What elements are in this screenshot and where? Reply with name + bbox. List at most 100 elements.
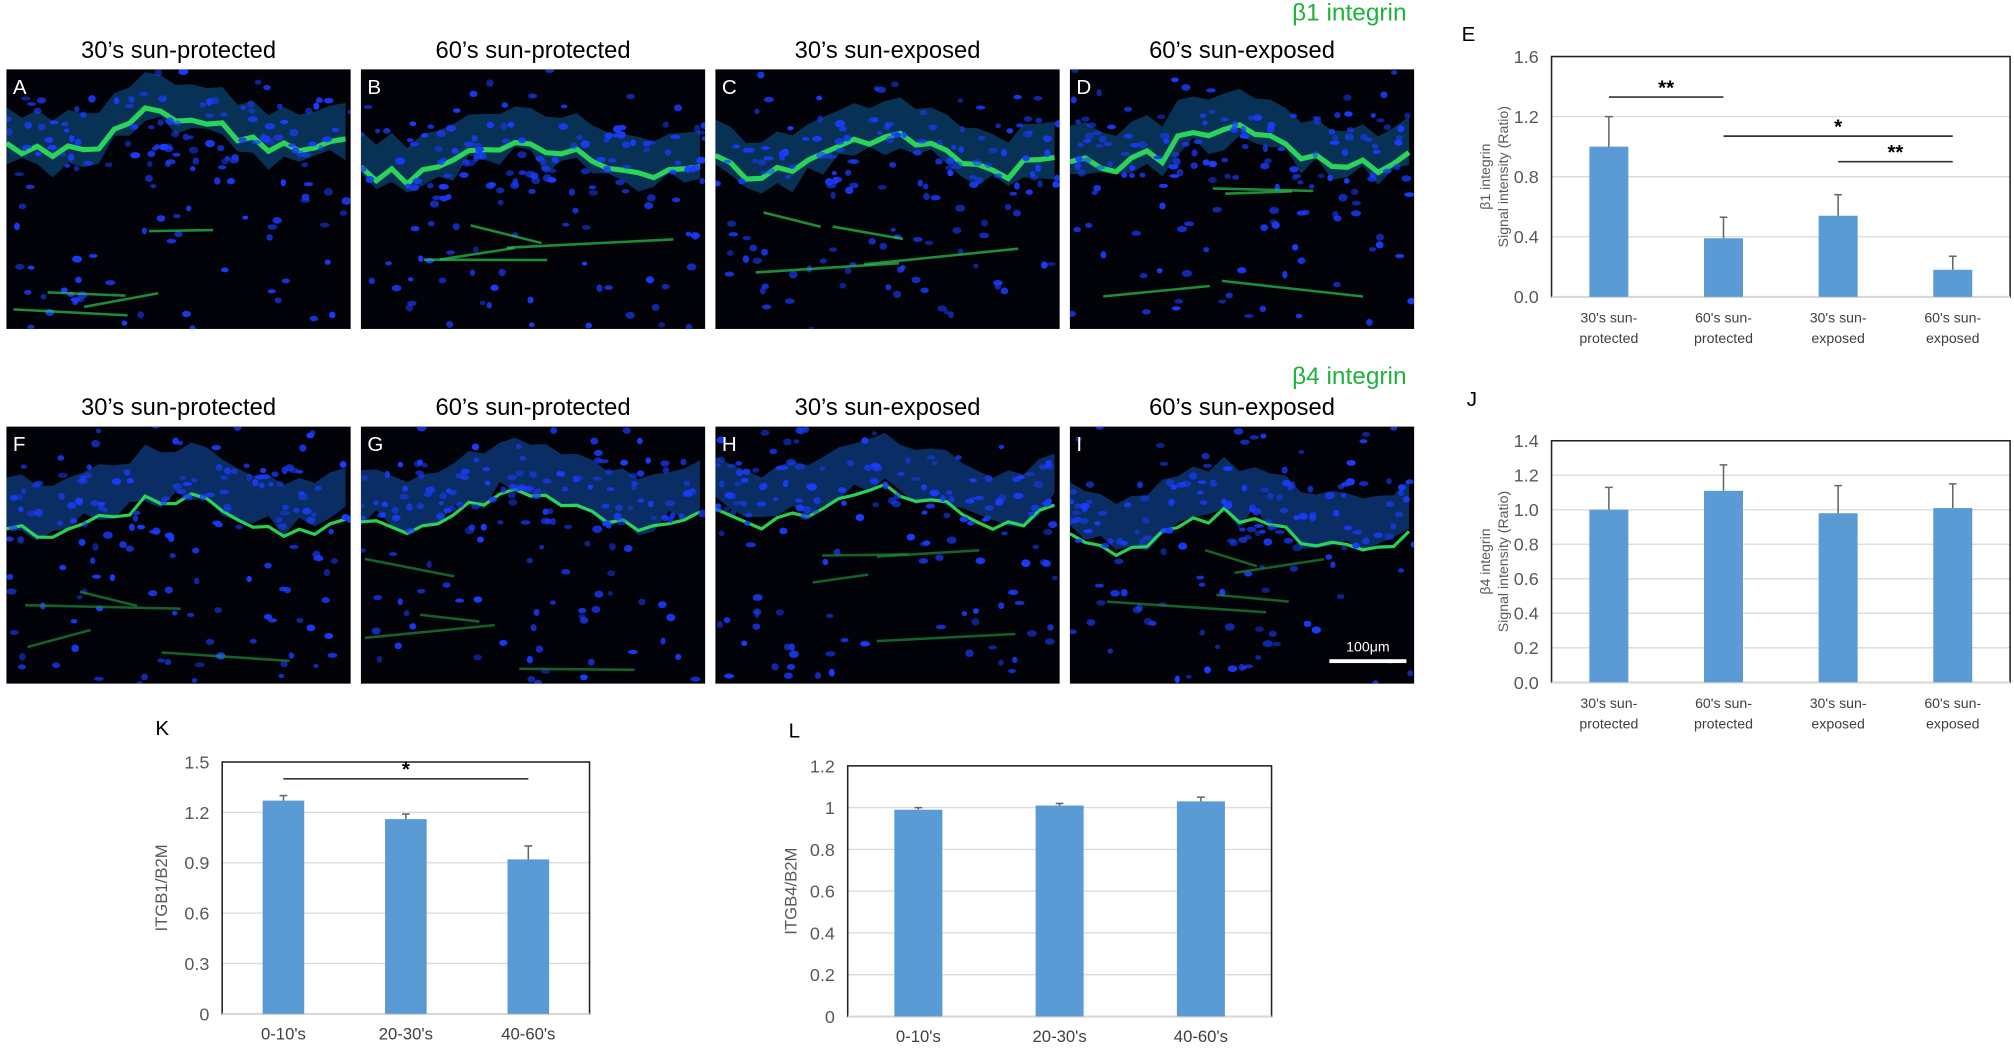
- nucleus: [975, 105, 986, 110]
- nucleus: [88, 253, 98, 258]
- vessel-stain: [83, 292, 159, 309]
- nucleus: [1209, 479, 1218, 487]
- nucleus: [1293, 514, 1301, 521]
- nucleus: [44, 136, 54, 143]
- nucleus: [397, 461, 404, 468]
- nucleus: [313, 555, 324, 562]
- nucleus: [520, 520, 531, 525]
- nucleus: [579, 674, 588, 681]
- nucleus: [604, 132, 613, 140]
- nucleus: [123, 469, 131, 476]
- nucleus: [833, 548, 841, 556]
- nucleus: [74, 105, 80, 112]
- nucleus: [460, 474, 470, 481]
- nucleus: [231, 468, 238, 474]
- nucleus: [526, 557, 534, 564]
- nucleus: [1275, 494, 1283, 501]
- nucleus: [407, 277, 414, 282]
- nucleus: [787, 125, 794, 131]
- nucleus: [1380, 91, 1388, 99]
- nucleus: [1404, 192, 1415, 197]
- nucleus: [1101, 542, 1110, 549]
- nucleus: [460, 468, 470, 475]
- nucleus: [1343, 94, 1352, 101]
- nucleus: [485, 182, 495, 190]
- nucleus: [382, 128, 391, 134]
- nucleus: [533, 488, 542, 494]
- nucleus: [375, 128, 381, 134]
- nucleus: [816, 151, 827, 160]
- nucleus: [948, 496, 955, 504]
- nucleus: [576, 134, 583, 141]
- nucleus: [268, 481, 274, 487]
- nucleus: [1037, 180, 1043, 188]
- nucleus: [869, 478, 880, 485]
- nucleus: [1196, 575, 1205, 580]
- nucleus: [1403, 496, 1410, 503]
- nucleus: [1139, 538, 1146, 546]
- nucleus: [1395, 253, 1405, 259]
- nucleus: [1128, 172, 1135, 179]
- micrograph-a: A: [6, 69, 351, 329]
- vessel-stain: [25, 603, 181, 610]
- nucleus: [670, 134, 681, 139]
- nucleus: [389, 552, 398, 557]
- nucleus: [174, 231, 183, 238]
- nucleus: [1069, 499, 1075, 505]
- x-tick-label: 40-60's: [1174, 1027, 1228, 1046]
- nucleus: [473, 654, 482, 661]
- nucleus: [1073, 226, 1081, 233]
- nucleus: [1244, 571, 1253, 577]
- significance-label: *: [1834, 116, 1842, 139]
- nucleus: [385, 261, 392, 266]
- nucleus: [445, 194, 452, 200]
- nucleus: [277, 103, 283, 110]
- nucleus: [1214, 644, 1221, 650]
- nucleus: [341, 197, 351, 205]
- vessel-stain: [822, 553, 909, 557]
- nucleus: [788, 643, 795, 651]
- nucleus: [826, 613, 834, 619]
- nucleus: [1393, 163, 1401, 171]
- nucleus: [1218, 299, 1227, 304]
- nucleus: [260, 136, 270, 142]
- nucleus: [744, 520, 751, 526]
- nucleus: [83, 160, 94, 166]
- nucleus: [1295, 313, 1303, 319]
- nucleus: [643, 147, 650, 153]
- y-tick-label: 1.5: [184, 752, 209, 772]
- y-tick-label: 1.2: [1514, 466, 1539, 486]
- y-axis-label: β4 integrin: [1477, 528, 1493, 594]
- nucleus: [952, 161, 963, 169]
- nucleus: [645, 457, 651, 464]
- nucleus: [477, 536, 484, 543]
- bar: [385, 819, 427, 1014]
- nucleus: [855, 513, 865, 522]
- nucleus: [57, 520, 64, 526]
- nucleus: [1172, 157, 1181, 166]
- nucleus: [18, 653, 26, 661]
- nucleus: [894, 492, 902, 500]
- nucleus: [834, 119, 846, 128]
- nucleus: [752, 623, 761, 630]
- nucleus: [1142, 535, 1153, 541]
- epidermis-layer: [1069, 457, 1409, 553]
- nucleus: [864, 464, 872, 471]
- nucleus: [1035, 164, 1042, 172]
- nucleus: [242, 215, 249, 220]
- nucleus: [403, 610, 410, 617]
- nucleus: [500, 486, 507, 494]
- nucleus: [391, 506, 399, 514]
- nucleus: [724, 506, 730, 512]
- nucleus: [90, 500, 99, 507]
- nucleus: [189, 325, 196, 329]
- nucleus: [306, 516, 316, 525]
- nucleus: [807, 483, 818, 491]
- nucleus: [169, 553, 176, 559]
- y-tick-label: 0.9: [184, 853, 209, 873]
- nucleus: [662, 467, 670, 474]
- nucleus: [158, 95, 167, 103]
- vessel-stain: [1234, 558, 1325, 575]
- nucleus: [1134, 530, 1140, 535]
- nucleus: [306, 624, 316, 632]
